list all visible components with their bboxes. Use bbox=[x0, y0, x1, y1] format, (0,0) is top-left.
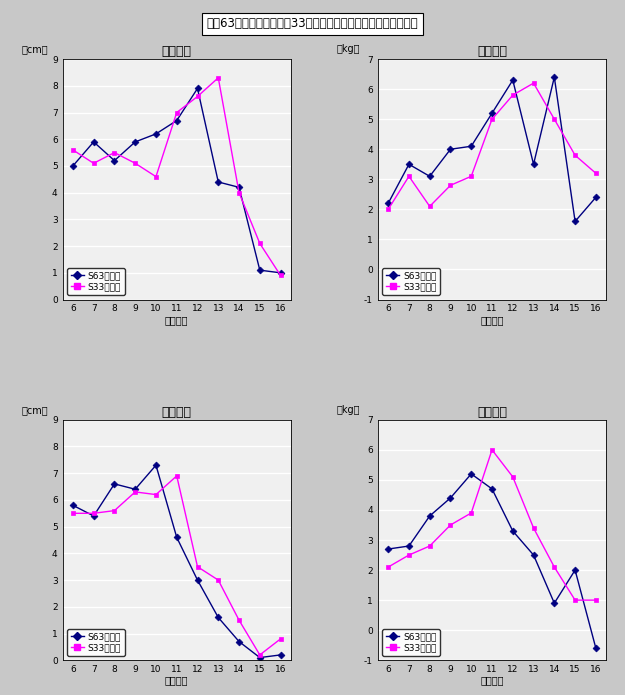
X-axis label: （歳時）: （歳時） bbox=[480, 315, 504, 325]
Text: 昭和63年度生まれと昭和33年度生まれの者の年間発育量の比較: 昭和63年度生まれと昭和33年度生まれの者の年間発育量の比較 bbox=[207, 17, 418, 31]
Text: （kg）: （kg） bbox=[337, 44, 360, 54]
X-axis label: （歳時）: （歳時） bbox=[480, 676, 504, 685]
Legend: S63年度生, S33年度生: S63年度生, S33年度生 bbox=[67, 629, 125, 656]
Legend: S63年度生, S33年度生: S63年度生, S33年度生 bbox=[382, 629, 440, 656]
X-axis label: （歳時）: （歳時） bbox=[165, 315, 189, 325]
Text: （cm）: （cm） bbox=[21, 44, 48, 54]
Title: 女子身長: 女子身長 bbox=[162, 406, 192, 418]
Text: （kg）: （kg） bbox=[337, 405, 360, 415]
X-axis label: （歳時）: （歳時） bbox=[165, 676, 189, 685]
Title: 男子身長: 男子身長 bbox=[162, 45, 192, 58]
Title: 男子体重: 男子体重 bbox=[477, 45, 507, 58]
Legend: S63年度生, S33年度生: S63年度生, S33年度生 bbox=[382, 268, 440, 295]
Legend: S63年度生, S33年度生: S63年度生, S33年度生 bbox=[67, 268, 125, 295]
Text: （cm）: （cm） bbox=[21, 405, 48, 415]
Title: 女子体重: 女子体重 bbox=[477, 406, 507, 418]
